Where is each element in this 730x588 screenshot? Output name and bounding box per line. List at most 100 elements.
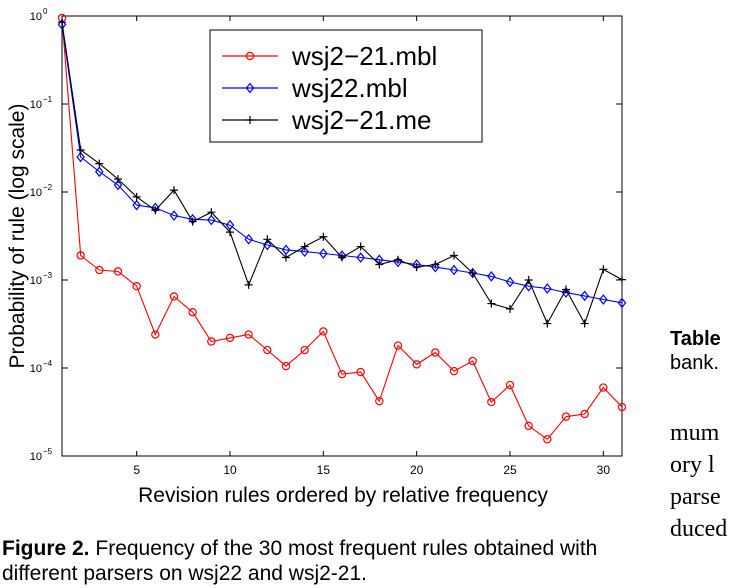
data-point xyxy=(113,179,123,191)
data-point xyxy=(300,246,309,258)
data-point xyxy=(431,260,440,269)
y-tick-label: 10 xyxy=(30,451,42,463)
data-point xyxy=(76,146,85,155)
y-tick-exponent: −3 xyxy=(43,271,53,280)
data-point xyxy=(580,319,589,328)
figure-caption: Figure 2. Frequency of the 30 most frequ… xyxy=(2,536,642,586)
legend-label: wsj2−21.mbl xyxy=(291,41,437,71)
series-plus xyxy=(58,18,626,328)
data-point xyxy=(487,270,496,282)
data-point xyxy=(524,276,533,284)
legend-label: wsj2−21.me xyxy=(291,105,431,135)
data-point xyxy=(319,248,328,259)
y-tick-label: 10 xyxy=(30,99,42,111)
data-point xyxy=(244,280,253,289)
series-lines xyxy=(57,13,627,444)
data-point xyxy=(468,269,477,278)
x-tick-label: 5 xyxy=(133,463,140,477)
series-line xyxy=(61,17,623,441)
series-circle xyxy=(57,13,627,444)
data-point xyxy=(561,412,571,421)
data-point xyxy=(618,275,626,284)
x-tick-label: 10 xyxy=(223,463,237,477)
data-point xyxy=(506,304,514,313)
data-point xyxy=(431,261,440,273)
data-point xyxy=(132,199,141,211)
data-point xyxy=(599,294,608,305)
y-tick-exponent: −5 xyxy=(43,447,53,456)
x-tick-label: 25 xyxy=(503,463,517,477)
data-point xyxy=(394,255,402,264)
data-point xyxy=(57,19,67,30)
data-point xyxy=(207,208,216,217)
y-tick-exponent: −1 xyxy=(43,95,53,104)
data-point xyxy=(151,330,160,339)
data-point xyxy=(282,253,290,262)
data-point xyxy=(169,210,179,221)
data-point xyxy=(319,327,328,336)
side-text-line: duced xyxy=(670,516,728,542)
figure-caption-label: Figure 2. xyxy=(2,537,90,560)
data-point xyxy=(449,366,459,376)
data-point xyxy=(375,260,384,269)
data-point xyxy=(487,299,496,308)
data-point xyxy=(113,267,123,276)
data-point xyxy=(263,239,272,251)
y-axis-label: Probability of rule (log scale) xyxy=(6,104,29,369)
data-point xyxy=(188,308,197,317)
data-point xyxy=(132,192,141,201)
data-point xyxy=(95,166,104,178)
data-point xyxy=(487,397,496,407)
data-point xyxy=(375,396,384,406)
y-tick-label: 10 xyxy=(30,363,42,375)
data-point xyxy=(543,435,552,444)
data-point xyxy=(393,341,403,350)
side-text-line: ory l xyxy=(670,452,715,478)
data-point xyxy=(356,252,365,263)
data-point xyxy=(300,242,309,251)
data-point xyxy=(338,253,346,262)
plot-frame xyxy=(61,15,623,457)
data-point xyxy=(468,356,477,366)
data-point xyxy=(468,267,477,279)
side-text-line: parse xyxy=(670,484,721,510)
y-tick-exponent: 0 xyxy=(43,7,48,16)
side-text-bold: Table xyxy=(670,328,721,350)
data-point xyxy=(599,265,608,274)
data-point xyxy=(76,151,85,163)
data-point xyxy=(561,287,571,298)
data-point xyxy=(337,370,347,379)
legend-marker xyxy=(245,82,255,94)
data-point xyxy=(169,292,179,301)
data-point xyxy=(207,214,216,226)
data-point xyxy=(543,319,552,328)
data-point xyxy=(412,263,421,272)
data-point xyxy=(524,421,533,431)
data-point xyxy=(170,186,178,195)
legend-marker xyxy=(246,116,254,124)
data-point xyxy=(505,276,515,288)
data-point xyxy=(281,361,291,371)
data-point xyxy=(617,297,627,309)
data-point xyxy=(207,337,216,346)
data-point xyxy=(76,251,85,260)
data-point xyxy=(300,345,309,355)
data-point xyxy=(319,232,328,241)
data-point xyxy=(95,265,104,275)
data-point xyxy=(450,251,458,260)
data-point xyxy=(562,285,570,294)
data-point xyxy=(151,206,160,215)
x-axis-label: Revision rules ordered by relative frequ… xyxy=(138,484,548,507)
y-tick-label: 10 xyxy=(30,11,42,23)
data-point xyxy=(244,330,253,339)
x-tick-label: 15 xyxy=(317,463,331,477)
data-point xyxy=(244,233,253,245)
x-tick-label: 30 xyxy=(597,463,611,477)
data-point xyxy=(226,228,234,237)
data-point xyxy=(263,345,272,355)
data-point xyxy=(356,367,365,377)
figure-caption-text: Frequency of the 30 most frequent rules … xyxy=(2,537,598,585)
